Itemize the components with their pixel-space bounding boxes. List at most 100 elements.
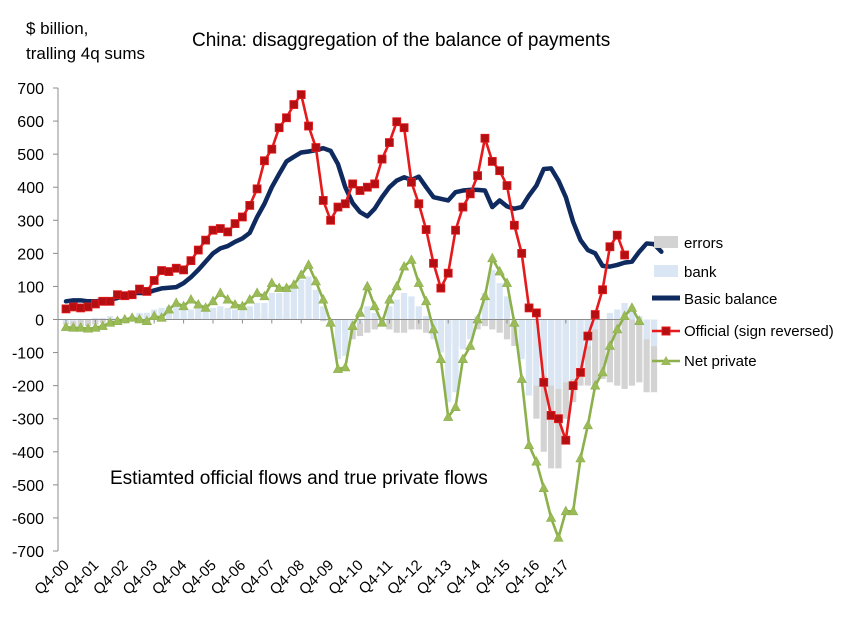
net-private-point — [398, 260, 410, 271]
errors-bar — [503, 319, 511, 340]
official-point — [186, 256, 196, 266]
official-point — [142, 286, 152, 296]
net-private-point — [590, 380, 601, 390]
bank-bar — [334, 319, 342, 360]
net-private-point — [104, 317, 116, 327]
bank-bar — [408, 296, 415, 320]
errors-bar — [643, 319, 650, 393]
y-unit-line-1: $ billion, — [26, 19, 89, 38]
bank-bar — [467, 319, 474, 340]
bank-bar — [650, 319, 658, 346]
official-point — [546, 411, 556, 420]
official-point — [362, 182, 372, 192]
net-private-point — [509, 317, 520, 327]
net-private-point — [185, 294, 197, 304]
net-private-point — [575, 452, 586, 463]
official-point — [487, 157, 497, 166]
annotation-text: Estiamted official flows and true privat… — [110, 468, 488, 489]
net-private-point — [119, 313, 130, 324]
bank-bar — [386, 306, 393, 320]
y-tick-label: -600 — [12, 511, 44, 528]
bank-bar — [415, 306, 422, 320]
net-private-point — [479, 290, 491, 301]
net-private-point — [229, 298, 241, 309]
net-private-point — [472, 313, 483, 324]
official-point — [340, 199, 350, 209]
net-private-point — [582, 419, 593, 430]
net-private-point — [354, 307, 366, 317]
net-private-point — [450, 401, 461, 411]
official-point — [318, 196, 328, 205]
official-point — [267, 144, 277, 154]
bank-bar — [452, 319, 459, 393]
y-axis-ticks: 700 600 500 400 300 200 100 0 -100 -200 -300 -400 -5… — [12, 81, 58, 561]
net-private-point — [97, 320, 108, 330]
legend-marker-official — [661, 326, 671, 336]
official-point — [135, 284, 144, 294]
bank-bar — [592, 319, 599, 330]
bank-bar — [246, 306, 253, 320]
net-private-point — [435, 353, 446, 363]
net-private-point — [487, 252, 498, 263]
official-point — [384, 138, 394, 147]
bank-bar — [548, 319, 555, 386]
y-tick-label: -700 — [12, 544, 44, 561]
errors-bar — [489, 319, 496, 330]
official-point — [421, 225, 431, 234]
official-point — [509, 220, 519, 230]
official-point — [105, 296, 115, 306]
errors-bar — [401, 319, 408, 333]
net-private-point — [501, 277, 513, 287]
official-point — [68, 302, 78, 312]
net-private-point — [163, 303, 175, 314]
official-point — [517, 248, 527, 258]
official-point — [612, 230, 622, 240]
official-point — [451, 225, 460, 235]
official-point — [590, 310, 600, 319]
bank-bar — [187, 309, 195, 320]
legend-label-net-private: Net private — [684, 353, 757, 370]
net-private-point — [413, 277, 424, 287]
net-private-point — [141, 315, 152, 325]
errors-bar — [481, 319, 489, 327]
legend-swatch-bank — [654, 265, 678, 277]
official-point — [377, 154, 387, 164]
official-point — [237, 212, 247, 222]
net-private-point — [171, 297, 182, 307]
net-private-point — [288, 279, 299, 289]
official-point — [113, 290, 122, 300]
bank-bar — [401, 293, 408, 320]
official-point — [465, 189, 475, 199]
errors-bar — [584, 319, 591, 386]
errors-bar — [84, 319, 92, 327]
official-point — [296, 90, 306, 100]
bank-bar — [423, 316, 430, 320]
net-private-point — [568, 505, 579, 516]
y-tick-label: 600 — [17, 114, 44, 131]
official-point — [561, 435, 571, 445]
net-private-point — [215, 287, 226, 297]
bank-bar — [180, 309, 187, 320]
official-point — [605, 242, 615, 252]
bank-bar — [195, 306, 202, 320]
net-private-point — [384, 294, 395, 304]
net-private-point — [597, 366, 608, 377]
official-point — [370, 179, 380, 189]
official-point — [583, 331, 593, 341]
net-private-point — [545, 512, 557, 522]
net-private-point — [523, 439, 535, 449]
official-point — [127, 290, 137, 300]
net-private-point — [516, 373, 527, 383]
errors-bar — [364, 319, 371, 333]
bank-bars — [62, 269, 658, 403]
bank-bar — [643, 319, 650, 340]
legend-marker-net-private — [661, 356, 671, 365]
y-tick-label: -100 — [12, 346, 44, 363]
net-private-point — [325, 317, 336, 327]
errors-bar — [621, 319, 628, 389]
net-private-point — [274, 282, 285, 292]
net-private-point — [494, 265, 505, 276]
net-private-point — [281, 282, 292, 292]
net-private-point — [318, 294, 329, 304]
